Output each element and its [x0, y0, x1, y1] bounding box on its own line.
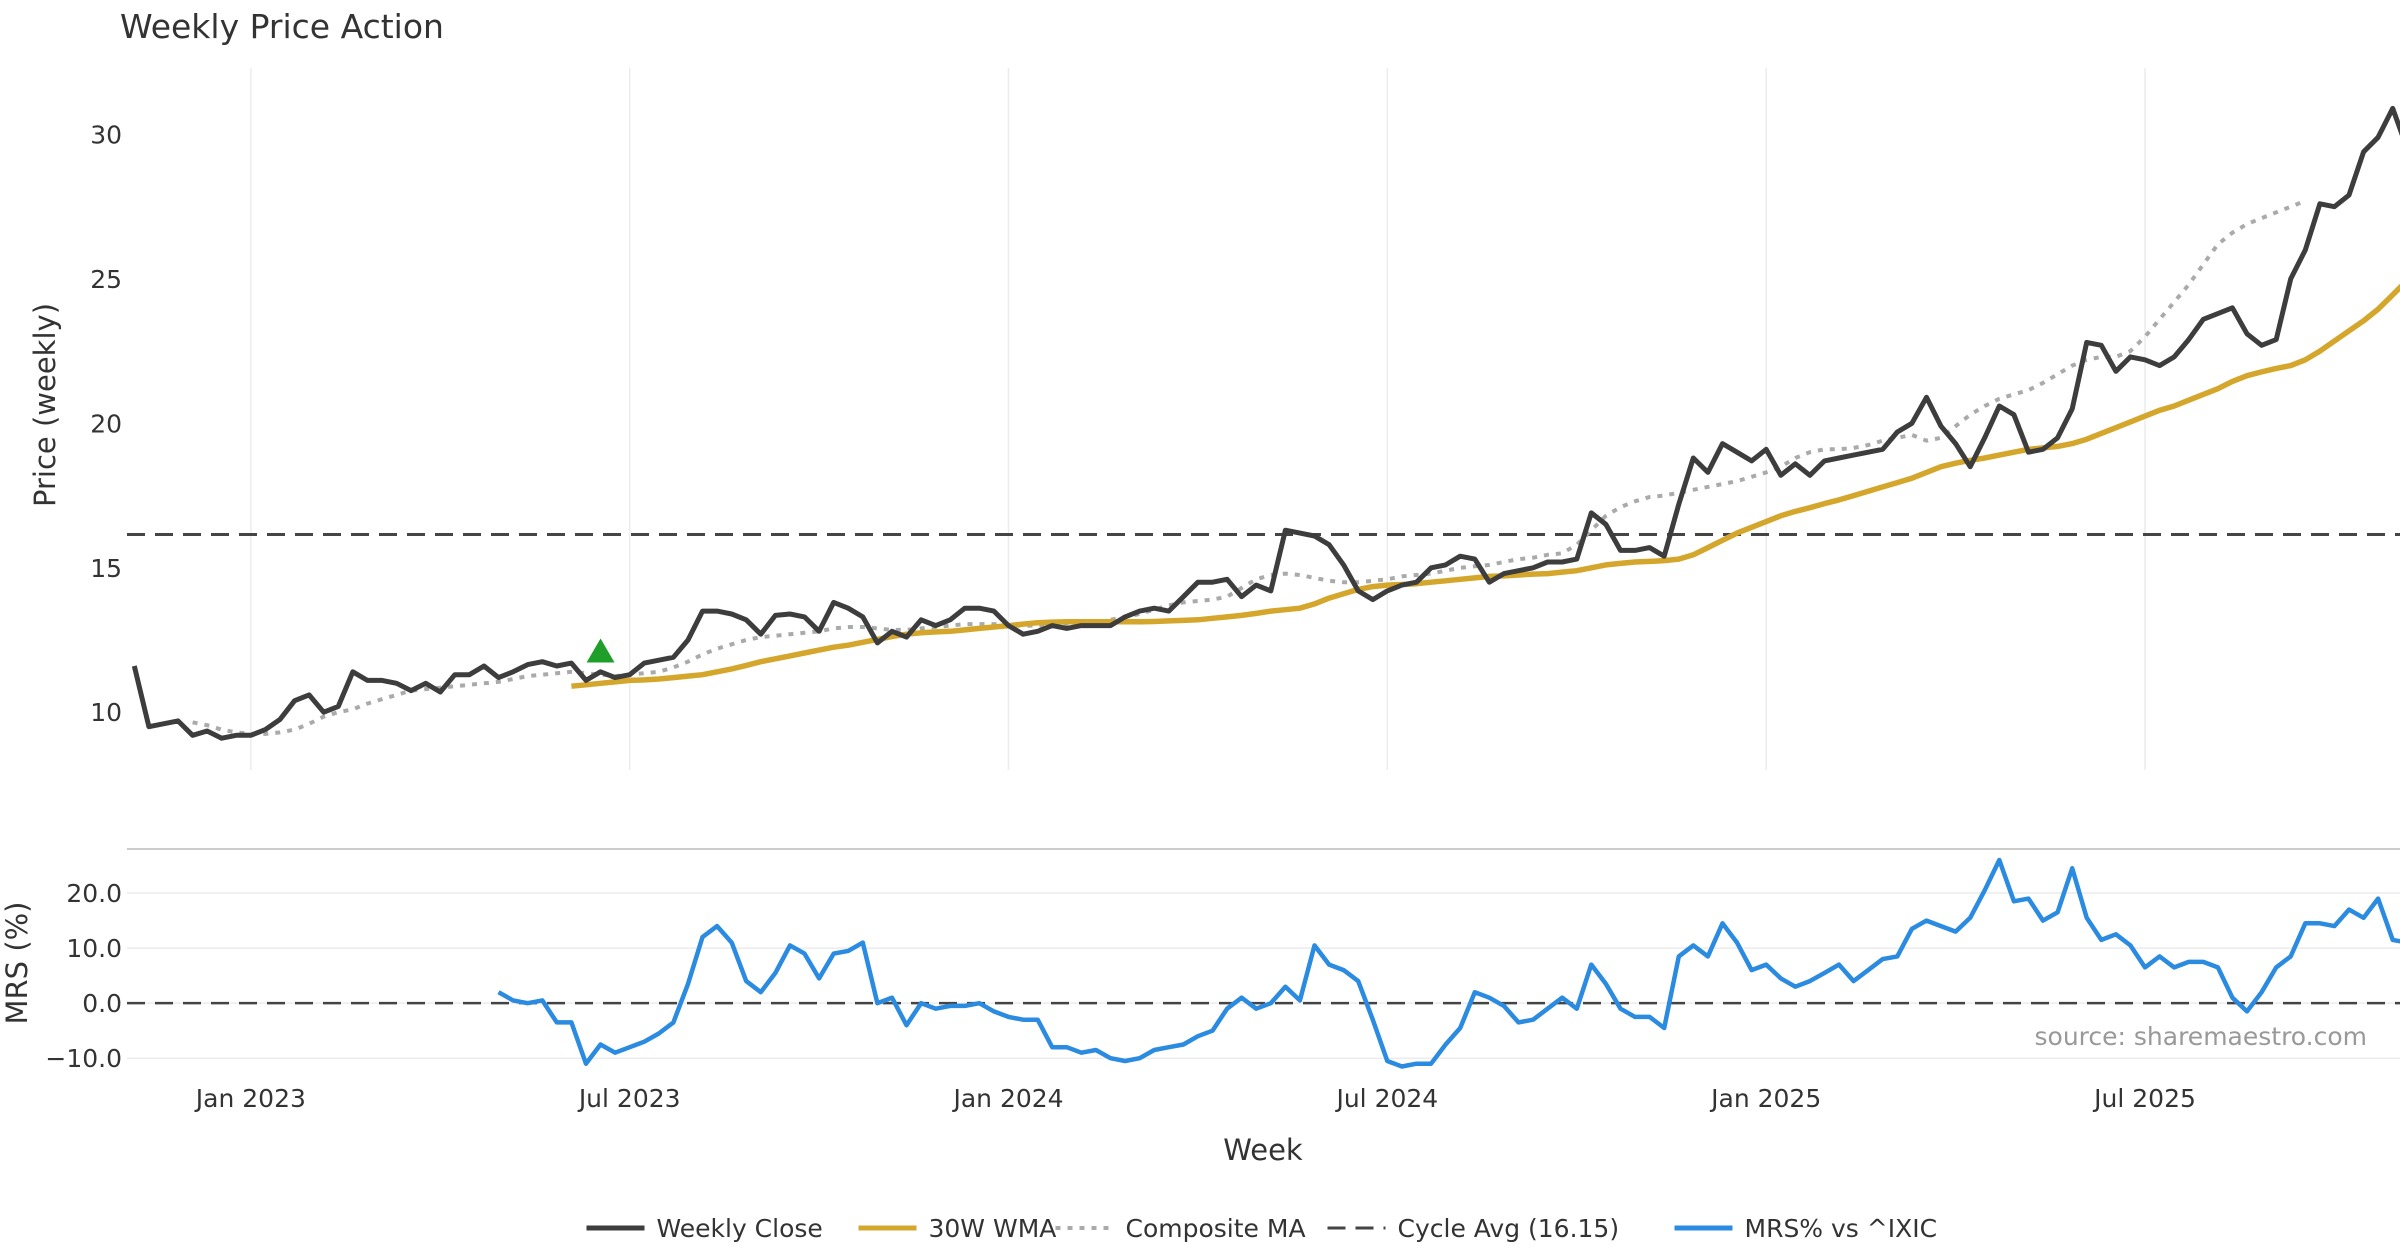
mrs-y-tick-label: 0.0 [82, 989, 122, 1018]
price-y-tick-label: 20 [90, 409, 122, 438]
legend: Weekly Close 30W WMA Composite MA Cycle Avg… [586, 1214, 1938, 1243]
x-tick-label: Jul 2023 [577, 1084, 681, 1113]
x-tick-label: Jan 2024 [951, 1084, 1063, 1113]
legend-label: MRS% vs ^IXIC [1745, 1214, 1938, 1243]
wma-30w-line [571, 283, 2400, 689]
price-y-tick-label: 25 [90, 265, 122, 294]
x-axis-label: Week [1223, 1133, 1303, 1167]
legend-label: Cycle Avg (16.15) [1398, 1214, 1620, 1243]
mrs-y-tick-label: −10.0 [45, 1044, 122, 1073]
mrs-y-axis-label: MRS (%) [0, 902, 34, 1025]
legend-label: 30W WMA [929, 1214, 1057, 1243]
source-text: source: sharemaestro.com [2035, 1022, 2368, 1051]
legend-label: Weekly Close [657, 1214, 823, 1243]
price-y-tick-label: 10 [90, 698, 122, 727]
buy-signal-triangle [586, 638, 615, 663]
x-tick-label: Jul 2025 [2092, 1084, 2196, 1113]
legend-label: Composite MA [1126, 1214, 1306, 1243]
x-tick-label: Jul 2024 [1334, 1084, 1438, 1113]
chart-title: Weekly Price Action [120, 7, 444, 46]
price-y-tick-label: 30 [90, 120, 122, 149]
composite-ma-line [192, 199, 2307, 736]
x-axis-ticks: Jan 2023 Jul 2023 Jan 2024 Jul 2024 Jan 2025… [194, 1084, 2196, 1113]
price-y-ticks: 10 15 20 25 30 [90, 120, 122, 727]
mrs-y-ticks: 20.0 10.0 0.0 −10.0 [45, 879, 122, 1073]
mrs-y-tick-label: 20.0 [66, 879, 122, 908]
weekly-close-line [131, 105, 2400, 741]
x-tick-label: Jan 2025 [1709, 1084, 1821, 1113]
x-tick-label: Jan 2023 [194, 1084, 306, 1113]
price-y-axis-label: Price (weekly) [28, 303, 62, 507]
price-y-tick-label: 15 [90, 554, 122, 583]
mrs-line [497, 857, 2400, 1069]
mrs-y-tick-label: 10.0 [66, 934, 122, 963]
